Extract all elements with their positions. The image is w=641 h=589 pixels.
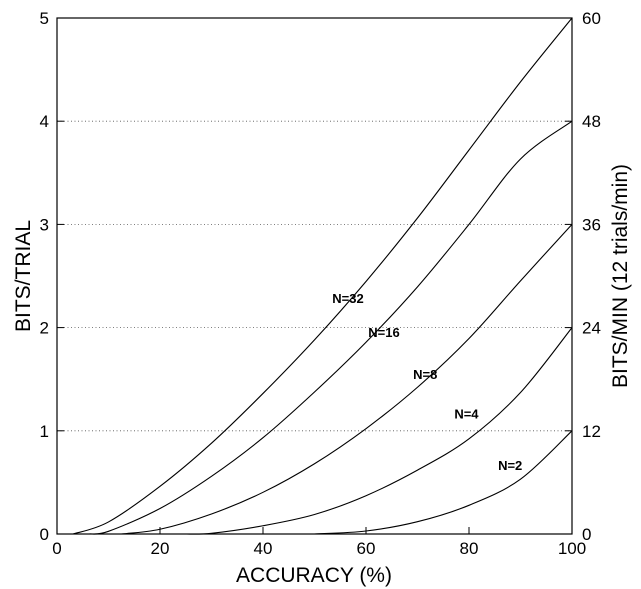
curve-label: N=4 bbox=[454, 406, 479, 421]
y2-tick-label: 60 bbox=[582, 9, 601, 28]
curve-label: N=32 bbox=[332, 291, 363, 306]
y2-tick-label: 36 bbox=[582, 215, 601, 234]
x-axis-title: ACCURACY (%) bbox=[236, 564, 392, 587]
y-tick-label: 4 bbox=[40, 112, 49, 131]
x-tick-label: 20 bbox=[151, 539, 170, 558]
y-tick-label: 3 bbox=[40, 215, 49, 234]
y2-tick-label: 12 bbox=[582, 422, 601, 441]
series-line-n4 bbox=[185, 327, 573, 535]
y-tick-label: 1 bbox=[40, 422, 49, 441]
curve-label: N=2 bbox=[498, 458, 522, 473]
series-line-n32 bbox=[72, 17, 573, 535]
y-tick-label: 0 bbox=[40, 525, 49, 544]
x-tick-label: 40 bbox=[254, 539, 273, 558]
y-axis-title: BITS/TRIAL bbox=[12, 220, 35, 332]
x-tick-label: 80 bbox=[460, 539, 479, 558]
x-tick-label: 60 bbox=[357, 539, 376, 558]
y2-tick-label: 48 bbox=[582, 112, 601, 131]
curve-label: N=16 bbox=[368, 325, 399, 340]
y2-axis-title: BITS/MIN (12 trials/min) bbox=[609, 164, 632, 388]
axes bbox=[56, 17, 573, 535]
tick-marks bbox=[56, 17, 573, 535]
y2-tick-label: 24 bbox=[582, 319, 601, 338]
curve-labels: N=32 N=16 N=8 N=4 N=2 bbox=[332, 291, 522, 473]
series-curves bbox=[72, 17, 573, 535]
series-line-n8 bbox=[121, 224, 573, 535]
plot-frame bbox=[56, 17, 573, 535]
y-tick-label: 5 bbox=[40, 9, 49, 28]
x-tick-label: 0 bbox=[52, 539, 61, 558]
curve-label: N=8 bbox=[413, 367, 437, 382]
y2-tick-label: 0 bbox=[582, 525, 591, 544]
y-tick-label: 2 bbox=[40, 319, 49, 338]
grid-lines bbox=[57, 120, 572, 432]
series-line-n16 bbox=[89, 120, 573, 535]
series-line-n2 bbox=[314, 430, 573, 535]
x-tick-label: 100 bbox=[558, 539, 586, 558]
